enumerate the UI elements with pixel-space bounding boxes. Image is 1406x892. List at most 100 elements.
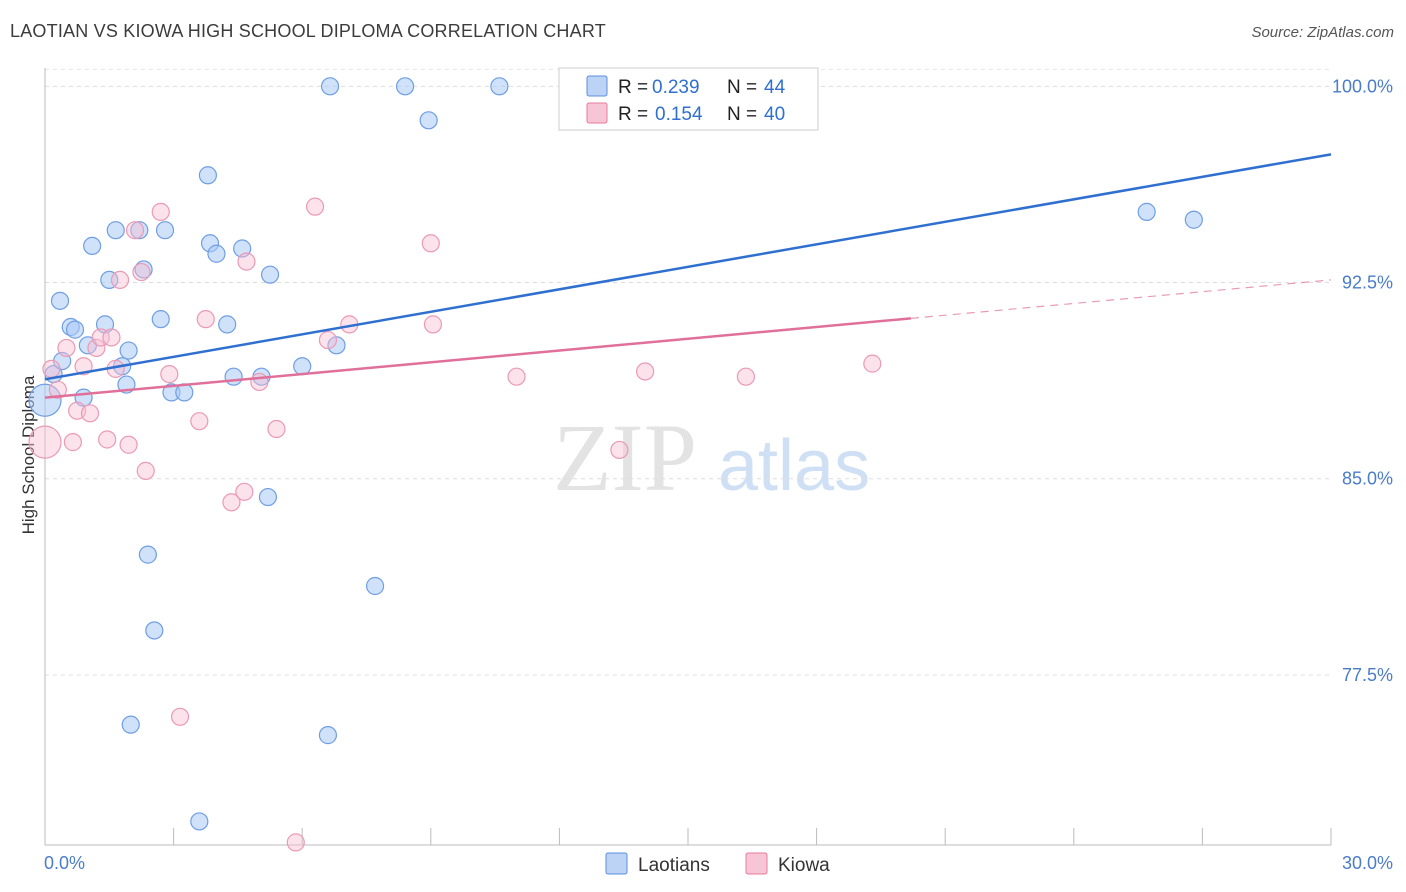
laotians-point (83, 236, 102, 255)
kiowa-point (421, 234, 440, 253)
watermark-atlas: atlas (718, 426, 870, 506)
legend-n-label-1: N = (727, 77, 757, 98)
laotians-point (318, 726, 338, 745)
legend-r-label-2: R = (618, 104, 648, 125)
laotians-point (218, 315, 237, 334)
stats-legend: R = 0.239 N = 44 R = 0.154 N = 40 (558, 67, 819, 131)
laotians-point (224, 367, 243, 386)
legend-n-label-2: N = (727, 104, 757, 125)
kiowa-point (235, 482, 254, 501)
chart-source: Source: ZipAtlas.com (1251, 24, 1394, 41)
kiowa-point (132, 262, 151, 282)
x-tick-label: 0.0% (44, 853, 85, 873)
watermark-zip: ZIP (553, 404, 697, 511)
trend-lines (44, 153, 1332, 399)
kiowa-point (863, 354, 882, 373)
laotians-point (138, 545, 157, 564)
kiowa-point (190, 412, 209, 431)
y-tick-label: 85.0% (1342, 469, 1393, 489)
kiowa-point (318, 330, 338, 350)
legend-r-value-kiowa: 0.154 (655, 104, 703, 125)
trend-line-kiowa-extension (910, 279, 1332, 319)
laotians-point (65, 320, 85, 339)
kiowa-point (151, 202, 170, 221)
laotians-point (130, 221, 149, 240)
laotians-point (50, 291, 70, 310)
series-legend-label-laotians: Laotians (638, 855, 710, 876)
kiowa-point (250, 372, 269, 392)
trend-line-kiowa (44, 317, 912, 399)
laotians-point (207, 244, 226, 263)
laotians-point (145, 621, 164, 640)
laotians-point (119, 341, 138, 360)
laotians-point (320, 77, 340, 96)
kiowa-point (98, 430, 117, 449)
kiowa-point (119, 435, 138, 454)
laotians-point (419, 111, 438, 130)
kiowa-point (102, 328, 121, 347)
kiowa-point (507, 367, 526, 386)
laotians-point (155, 221, 175, 240)
laotians-point (198, 166, 217, 185)
kiowa-point (74, 357, 93, 376)
laotians-point (190, 812, 209, 831)
laotians-point (395, 77, 415, 96)
series-legend-swatch-kiowa (745, 852, 768, 875)
series-legend-swatch-laotians (605, 852, 628, 875)
kiowa-point (110, 270, 130, 290)
kiowa-point (423, 315, 443, 334)
laotians-point (28, 383, 62, 417)
y-axis-label: High School Diploma (19, 375, 38, 534)
kiowa-point (80, 404, 100, 423)
data-points (28, 77, 1203, 852)
kiowa-point (136, 461, 155, 480)
kiowa-point (63, 433, 82, 452)
kiowa-point (736, 367, 755, 386)
kiowa-point (237, 252, 256, 271)
kiowa-point (222, 493, 241, 512)
kiowa-point (170, 707, 190, 726)
kiowa-point (267, 419, 286, 439)
laotians-point (1184, 210, 1203, 229)
laotians-point (121, 715, 140, 734)
series-legend-label-kiowa: Kiowa (778, 855, 830, 876)
legend-swatch-laotians (586, 75, 608, 97)
laotians-point (1137, 202, 1156, 221)
legend-n-value-kiowa: 40 (764, 104, 785, 125)
legend-r-value-laotians: 0.239 (652, 77, 700, 98)
laotians-point (327, 336, 346, 355)
kiowa-point (286, 833, 305, 852)
kiowa-point (636, 362, 655, 381)
laotians-point (151, 310, 170, 329)
kiowa-point (125, 221, 145, 240)
x-tick-label: 30.0% (1342, 853, 1393, 873)
kiowa-point (610, 440, 629, 460)
x-ticks (44, 828, 1332, 845)
laotians-point (490, 77, 509, 96)
y-tick-label: 92.5% (1342, 273, 1393, 293)
x-tick-labels: 0.0% 30.0% (44, 853, 1393, 873)
y-tick-label: 77.5% (1342, 665, 1393, 685)
legend-r-label-1: R = (618, 77, 648, 98)
kiowa-point (42, 359, 61, 378)
legend-n-value-laotians: 44 (764, 77, 786, 98)
laotians-point (293, 357, 312, 376)
kiowa-point (87, 338, 106, 358)
series-legend: Laotians Kiowa (605, 852, 830, 876)
laotians-point (106, 221, 125, 240)
laotians-point (134, 260, 153, 279)
laotians-point (258, 487, 278, 507)
kiowa-point (57, 338, 76, 358)
kiowa-point (28, 425, 62, 459)
y-tick-labels: 100.0% 92.5% 85.0% 77.5% (1332, 76, 1393, 685)
laotians-point (100, 270, 119, 290)
laotians-point (260, 265, 280, 284)
trend-line-laotians (44, 153, 1332, 381)
kiowa-point (91, 328, 110, 347)
y-tick-label: 100.0% (1332, 76, 1393, 96)
kiowa-point (160, 364, 179, 384)
legend-swatch-kiowa (586, 102, 608, 124)
kiowa-point (48, 380, 67, 399)
watermark: ZIP atlas (553, 404, 870, 511)
